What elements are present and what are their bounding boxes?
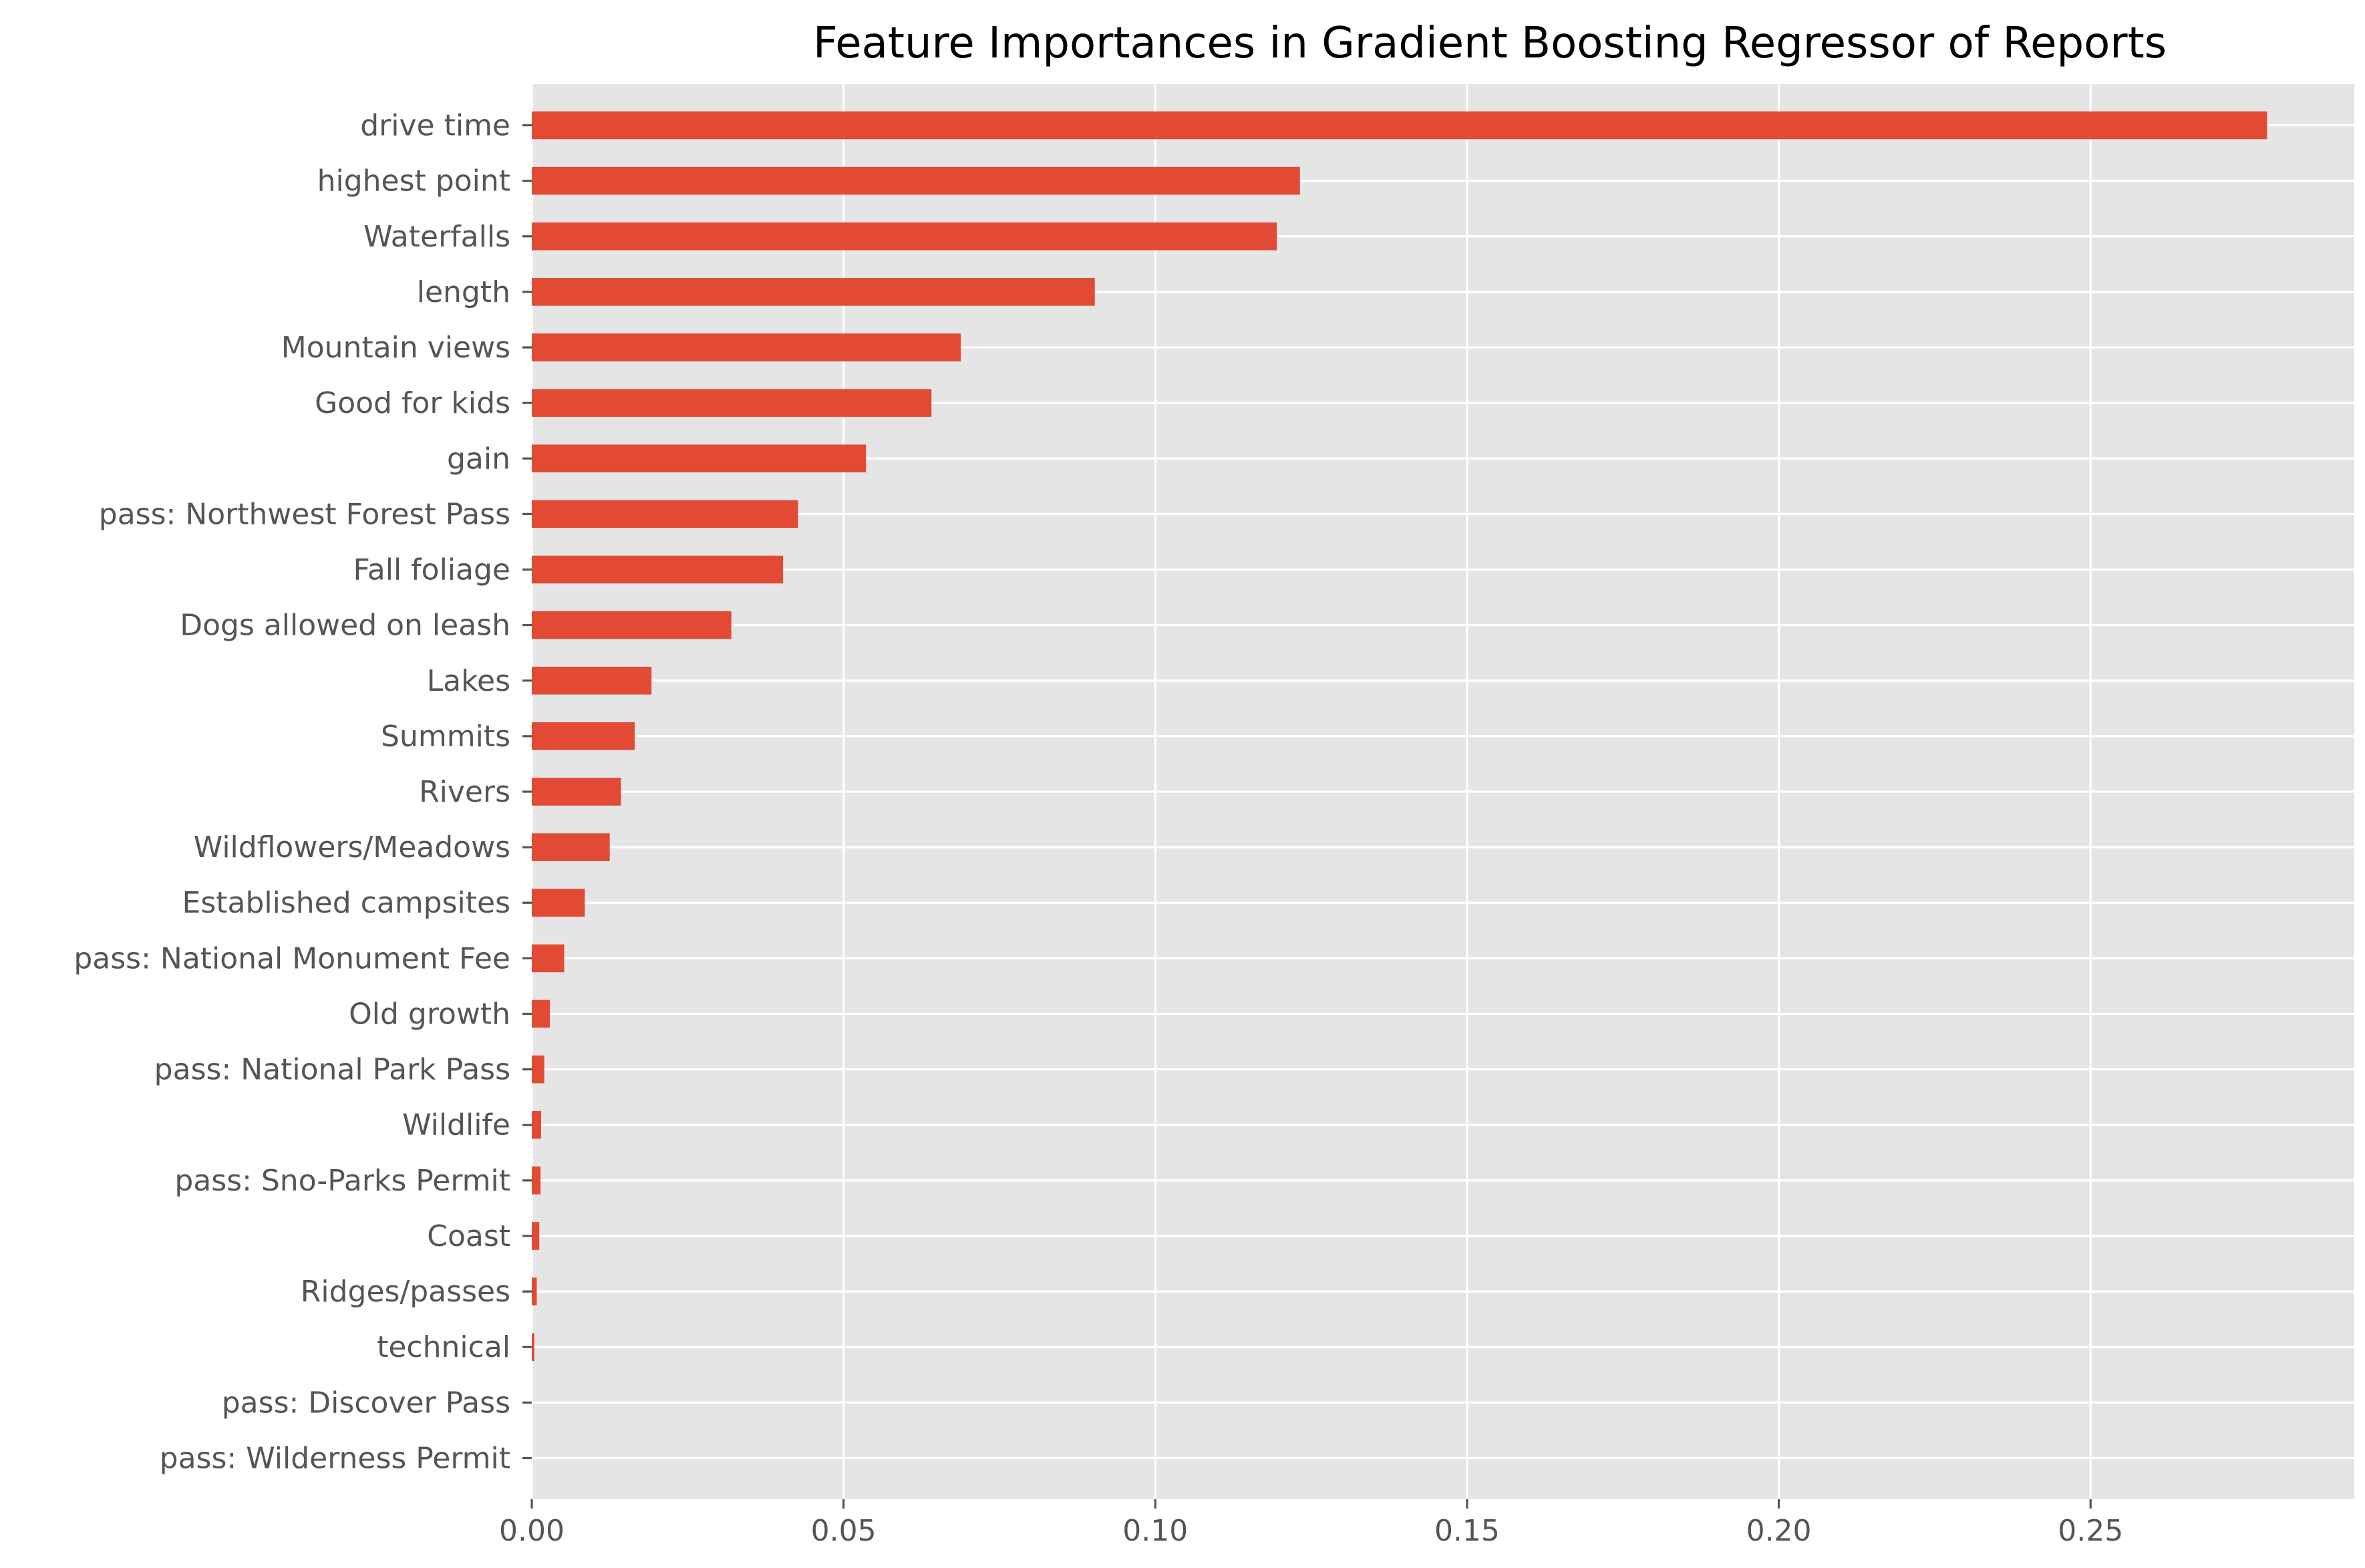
bar (532, 833, 610, 861)
y-tick-label: Summits (381, 720, 510, 754)
bar (532, 1277, 537, 1305)
y-tick-label: Established campsites (182, 886, 510, 920)
y-tick-label: Wildlife (402, 1108, 510, 1142)
y-tick-label: pass: National Monument Fee (73, 941, 510, 975)
bar (532, 1055, 544, 1084)
y-tick-label: pass: Wilderness Permit (160, 1441, 510, 1475)
bar (532, 500, 798, 528)
y-tick-label: technical (377, 1330, 510, 1364)
bar (532, 1333, 534, 1362)
chart-title: Feature Importances in Gradient Boosting… (813, 19, 2167, 68)
bar (532, 944, 565, 973)
bar (532, 555, 784, 584)
bar (532, 389, 932, 417)
bar (532, 666, 652, 695)
y-tick-label: pass: Sno-Parks Permit (174, 1164, 510, 1198)
bar (532, 889, 585, 917)
x-tick-label: 0.10 (1122, 1514, 1188, 1548)
x-axis: 0.00 0.05 0.10 0.15 0.20 0.25 (499, 1499, 2123, 1548)
y-tick-label: Waterfalls (363, 220, 510, 254)
y-tick-label: Rivers (419, 775, 510, 809)
bar (532, 166, 1300, 195)
y-axis: drive time highest point Waterfalls length M… (73, 109, 532, 1475)
bar (532, 444, 866, 473)
bar (532, 1110, 541, 1139)
bar (532, 611, 732, 639)
y-tick-label: Fall foliage (353, 553, 511, 587)
y-tick-label: pass: Northwest Forest Pass (99, 497, 510, 531)
bar (532, 111, 2267, 140)
bars (532, 111, 2267, 1362)
x-tick-label: 0.25 (2058, 1514, 2123, 1548)
x-tick-label: 0.00 (499, 1514, 565, 1548)
bar (532, 722, 635, 750)
y-tick-label: Mountain views (281, 331, 510, 365)
bar (532, 1166, 541, 1195)
bar (532, 222, 1277, 251)
bar (532, 333, 961, 361)
y-tick-label: length (417, 275, 510, 309)
y-tick-label: Old growth (349, 997, 510, 1031)
x-tick-label: 0.05 (811, 1514, 877, 1548)
y-tick-label: drive time (360, 109, 510, 143)
y-tick-label: Dogs allowed on leash (180, 609, 510, 643)
y-tick-label: Lakes (427, 664, 510, 698)
y-tick-label: Good for kids (315, 386, 510, 420)
y-tick-label: Ridges/passes (301, 1275, 510, 1309)
bar (532, 278, 1095, 306)
y-tick-label: gain (447, 442, 510, 476)
x-tick-label: 0.20 (1746, 1514, 1812, 1548)
x-tick-label: 0.15 (1434, 1514, 1500, 1548)
y-tick-label: pass: Discover Pass (222, 1386, 510, 1420)
y-tick-label: Wildflowers/Meadows (194, 830, 510, 865)
bar (532, 778, 621, 806)
y-tick-label: highest point (317, 164, 510, 198)
bar (532, 1222, 540, 1250)
y-tick-label: pass: National Park Pass (154, 1053, 510, 1087)
y-tick-label: Coast (427, 1219, 510, 1253)
bar (532, 999, 550, 1028)
